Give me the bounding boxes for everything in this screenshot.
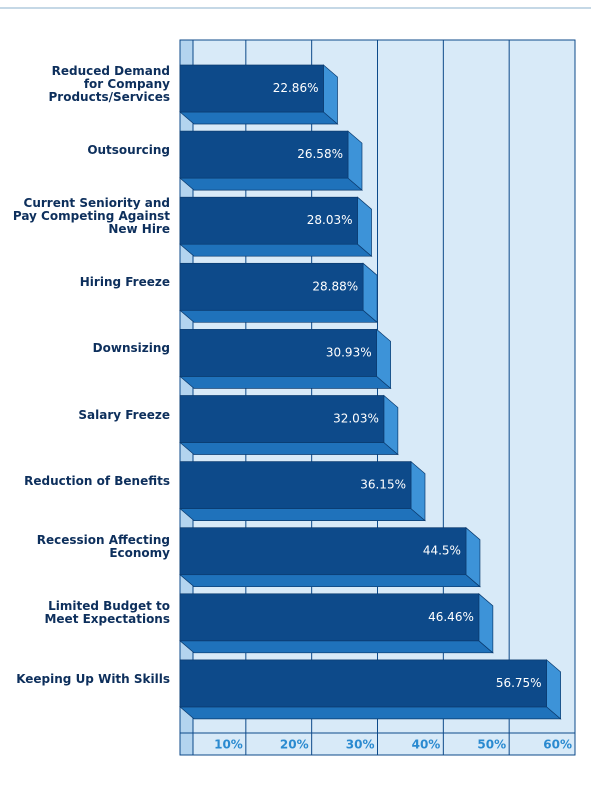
x-tick-label: 20% <box>280 738 309 752</box>
category-label: Current Seniority and Pay Competing Agai… <box>12 196 170 237</box>
value-label: 44.5% <box>423 544 461 558</box>
value-label: 26.58% <box>297 147 343 161</box>
category-label: Reduced Demand for Company Products/Serv… <box>48 64 171 104</box>
bar <box>179 659 562 720</box>
bar <box>179 64 339 125</box>
bar <box>179 394 399 456</box>
value-label: 22.86% <box>273 81 319 95</box>
x-tick-label: 60% <box>543 738 572 752</box>
category-label: Limited Budget to Meet Expectations <box>44 599 170 627</box>
value-label: 32.03% <box>333 412 379 426</box>
category-label: Outsourcing <box>87 143 170 158</box>
category-label: Downsizing <box>92 341 170 356</box>
category-label: Salary Freeze <box>78 407 170 422</box>
x-tick-label: 10% <box>214 738 243 752</box>
category-label: Hiring Freeze <box>79 275 170 290</box>
value-label: 46.46% <box>428 610 474 624</box>
bar <box>179 593 494 654</box>
value-label: 28.03% <box>307 213 353 227</box>
bar <box>179 130 363 191</box>
x-tick-label: 50% <box>477 738 506 752</box>
bar <box>179 328 392 390</box>
value-label: 30.93% <box>326 345 372 359</box>
value-label: 36.15% <box>360 478 406 492</box>
x-tick-label: 30% <box>346 738 375 752</box>
bar <box>179 262 379 324</box>
bar <box>179 196 373 257</box>
bar <box>179 526 481 588</box>
x-tick-label: 40% <box>412 738 441 752</box>
bar <box>179 460 426 522</box>
category-label: Reduction of Benefits <box>24 473 170 488</box>
category-label: Keeping Up With Skills <box>16 671 170 686</box>
value-label: 56.75% <box>496 676 542 690</box>
value-label: 28.88% <box>312 279 358 293</box>
category-label: Recession Affecting Economy <box>36 533 170 561</box>
